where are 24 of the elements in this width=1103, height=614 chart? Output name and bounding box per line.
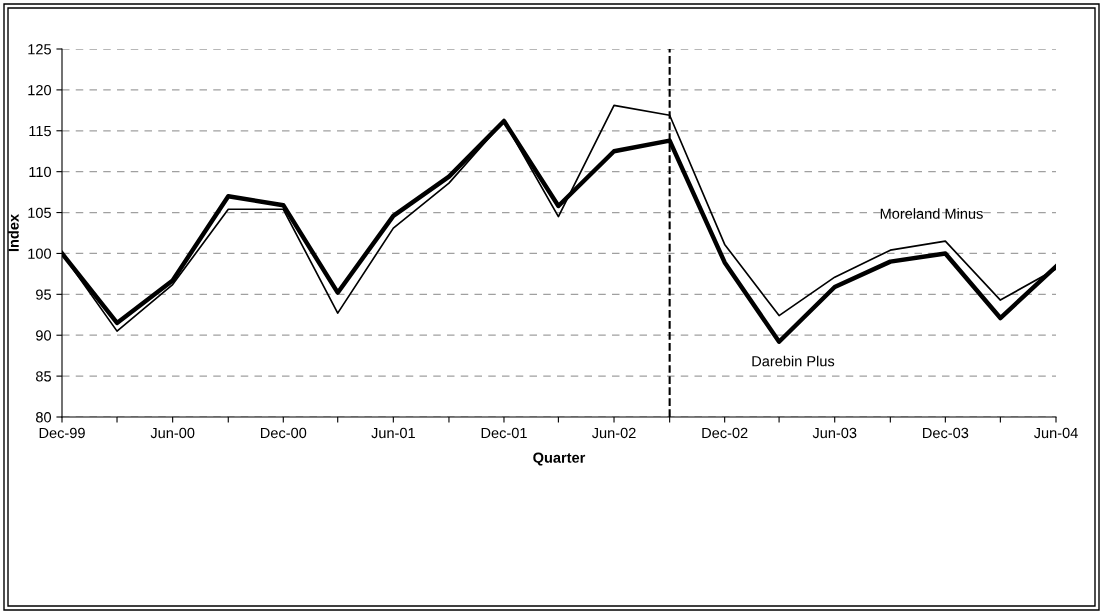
y-tick-label: 120 xyxy=(28,84,52,96)
x-tick-label: Jun-01 xyxy=(371,427,415,439)
y-tick-label: 125 xyxy=(28,44,51,55)
x-tick-label: Jun-04 xyxy=(1033,427,1078,439)
x-tick-label: Dec-02 xyxy=(702,427,748,439)
x-tick-label: Dec-03 xyxy=(923,427,969,439)
y-tick-label: 100 xyxy=(28,248,52,259)
x-tick-label: Jun-03 xyxy=(812,427,857,439)
y-tick-label: 85 xyxy=(36,371,51,382)
x-tick-label: Jun-02 xyxy=(591,427,636,439)
x-tick-label: Jun-00 xyxy=(150,427,195,439)
y-tick-label: 80 xyxy=(36,412,52,423)
x-tick-label: Dec-99 xyxy=(39,427,85,439)
y-tick-label: 90 xyxy=(36,330,52,341)
y-tick-label: 115 xyxy=(29,126,51,137)
y-axis-title: Index xyxy=(8,214,19,252)
series-label: Darebin Plus xyxy=(752,355,835,367)
y-tick-label: 105 xyxy=(28,207,51,218)
y-tick-label: 95 xyxy=(36,289,51,300)
text: Moreland Minus xyxy=(880,208,983,219)
y-tick-label: 110 xyxy=(29,166,52,178)
x-tick-label: Dec-01 xyxy=(481,427,527,439)
x-axis-title: Quarter xyxy=(533,452,586,466)
x-tick-label: Dec-00 xyxy=(260,427,307,439)
